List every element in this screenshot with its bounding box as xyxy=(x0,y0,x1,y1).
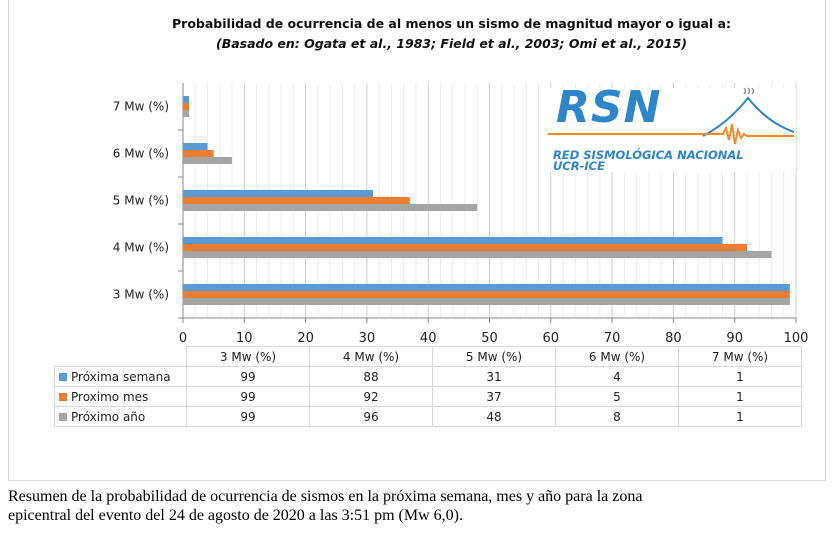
bar-3Mw-0 xyxy=(183,284,790,291)
table-row: Próxima semana 99 88 31 4 1 xyxy=(54,366,802,387)
table-cell: 99 xyxy=(186,366,310,387)
bar-5Mw-1 xyxy=(183,197,410,204)
seismograph-icon xyxy=(548,88,795,145)
legend-entry: Próximo año xyxy=(54,406,187,427)
table-cell: 37 xyxy=(432,386,556,407)
bar-chart: 0 10 20 30 40 50 60 70 80 90 100 3 Mw (%) 4 Mw (%) 5 … xyxy=(113,83,809,345)
bar-5Mw-2 xyxy=(183,204,478,211)
col-header: 4 Mw (%) xyxy=(309,346,433,367)
table-row: Próximo año 99 96 48 8 1 xyxy=(54,406,802,427)
series-name: Próxima semana xyxy=(71,369,171,384)
logo-line2: UCR-ICE xyxy=(553,159,605,173)
table-cell: 99 xyxy=(186,406,310,427)
y-tick-label: 3 Mw (%) xyxy=(113,288,169,302)
bar-6Mw-1 xyxy=(183,150,214,157)
col-header: 3 Mw (%) xyxy=(186,346,310,367)
bar-4Mw-1 xyxy=(183,244,747,251)
table-cell: 99 xyxy=(186,386,310,407)
bar-4Mw-0 xyxy=(183,237,723,244)
table-cell: 8 xyxy=(555,406,679,427)
y-tick-label: 7 Mw (%) xyxy=(113,100,169,114)
bar-6Mw-0 xyxy=(183,143,208,150)
rsn-logo: RSN RED SISMOLÓGICA NACIONAL UCR-ICE xyxy=(548,82,796,173)
series-name: Proximo mes xyxy=(71,389,149,404)
x-tick-label: 60 xyxy=(543,331,560,345)
chart-title: Probabilidad de ocurrencia de al menos u… xyxy=(172,16,731,31)
table-cell: 88 xyxy=(309,366,433,387)
bar-6Mw-2 xyxy=(183,157,233,164)
chart-frame xyxy=(8,0,826,481)
bar-4Mw-2 xyxy=(183,251,772,258)
x-tick-label: 70 xyxy=(604,331,621,345)
legend-entry: Proximo mes xyxy=(54,386,187,407)
series-name: Próximo año xyxy=(71,409,146,424)
caption-line2: epicentral del evento del 24 de agosto d… xyxy=(8,507,463,524)
y-tick-label: 4 Mw (%) xyxy=(113,241,169,255)
bar-7Mw-2 xyxy=(183,110,190,117)
x-tick-label: 30 xyxy=(359,331,376,345)
x-tick-label: 90 xyxy=(726,331,743,345)
x-tick-label: 0 xyxy=(179,331,187,345)
x-tick-label: 100 xyxy=(784,331,809,345)
data-table: 3 Mw (%) 4 Mw (%) 5 Mw (%) 6 Mw (%) 7 Mw (%)… xyxy=(54,346,802,427)
table-cell: 1 xyxy=(678,386,802,407)
bar-7Mw-0 xyxy=(183,96,190,103)
bar-5Mw-0 xyxy=(183,190,374,197)
table-cell: 92 xyxy=(309,386,433,407)
bar-7Mw-1 xyxy=(183,103,190,110)
x-tick-label: 40 xyxy=(420,331,437,345)
logo-text: RSN xyxy=(556,82,662,133)
y-tick-label: 5 Mw (%) xyxy=(113,194,169,208)
bar-3Mw-1 xyxy=(183,291,790,298)
bar-3Mw-2 xyxy=(183,298,790,305)
x-tick-label: 10 xyxy=(236,331,253,345)
y-tick-label: 6 Mw (%) xyxy=(113,147,169,161)
table-cell: 5 xyxy=(555,386,679,407)
chart-subtitle: (Basado en: Ogata et al., 1983; Field et… xyxy=(215,36,687,51)
table-cell: 1 xyxy=(678,406,802,427)
legend-swatch xyxy=(59,392,67,401)
caption-line1: Resumen de la probabilidad de ocurrencia… xyxy=(8,488,643,505)
legend-swatch xyxy=(59,412,67,421)
logo-line1: RED SISMOLÓGICA NACIONAL xyxy=(553,148,744,162)
x-tick-label: 50 xyxy=(481,331,498,345)
legend-entry: Próxima semana xyxy=(54,366,187,387)
table-cell: 48 xyxy=(432,406,556,427)
table-cell: 1 xyxy=(678,366,802,387)
table-cell: 31 xyxy=(432,366,556,387)
col-header: 7 Mw (%) xyxy=(678,346,802,367)
table-row: Proximo mes 99 92 37 5 1 xyxy=(54,386,802,407)
x-tick-label: 20 xyxy=(297,331,314,345)
legend-swatch xyxy=(59,372,67,381)
col-header: 5 Mw (%) xyxy=(432,346,556,367)
x-tick-label: 80 xyxy=(665,331,682,345)
table-cell: 4 xyxy=(555,366,679,387)
table-cell: 96 xyxy=(309,406,433,427)
col-header: 6 Mw (%) xyxy=(555,346,679,367)
table-header: 3 Mw (%) 4 Mw (%) 5 Mw (%) 6 Mw (%) 7 Mw (%) xyxy=(54,346,802,367)
